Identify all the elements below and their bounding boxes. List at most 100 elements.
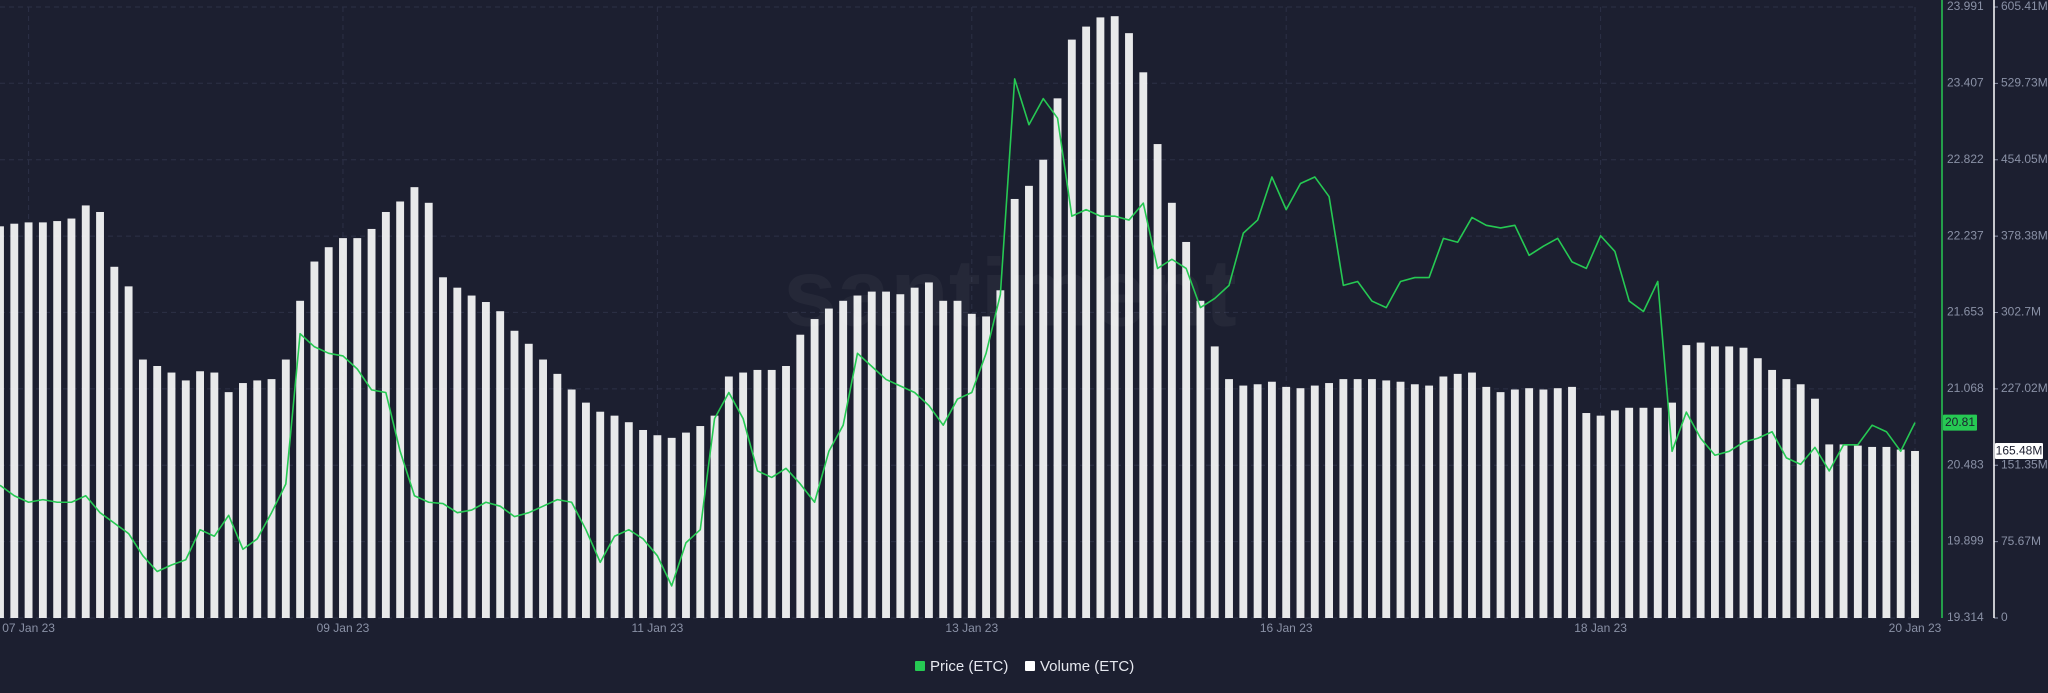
volume-bar (1811, 398, 1819, 618)
volume-bar (1125, 33, 1133, 619)
volume-bar (1039, 159, 1048, 619)
volume-bar (853, 295, 862, 618)
volume-bar (1310, 385, 1319, 618)
volume-bar (1139, 72, 1148, 618)
volume-bar (596, 411, 605, 618)
volume-bar (924, 282, 933, 618)
x-tick-label: 07 Jan 23 (2, 621, 55, 635)
volume-bar (310, 261, 319, 618)
volume-bar (153, 365, 162, 618)
volume-bar (639, 429, 648, 618)
volume-bar (696, 426, 705, 618)
volume-bar (1725, 346, 1734, 618)
legend-label[interactable]: Price (ETC) (930, 658, 1008, 675)
volume-bar (624, 422, 633, 618)
volume-bar (339, 238, 347, 618)
volume-bars (0, 16, 1919, 619)
y-tick-label: 19.314 (1947, 610, 1984, 624)
volume-bar (967, 313, 976, 618)
axes: 19.314 19.899 20.483 21.068 21.653 22.237 22.8… (2, 0, 2048, 635)
volume-bar (1325, 383, 1333, 618)
volume-bar (810, 319, 819, 618)
x-tick-label: 20 Jan 23 (1889, 621, 1942, 635)
volume-bar (1453, 373, 1462, 618)
volume-bar (224, 392, 233, 618)
volume-bar (367, 228, 376, 618)
volume-bar (1239, 385, 1248, 618)
volume-bar (481, 302, 490, 618)
volume-bar (1839, 444, 1848, 618)
x-tick-label: 18 Jan 23 (1574, 621, 1627, 635)
volume-bar (353, 238, 362, 618)
volume-bar (1210, 346, 1219, 618)
volume-bar (1868, 446, 1877, 618)
volume-bar (1825, 444, 1834, 618)
volume-bar (767, 369, 776, 618)
volume-bar (38, 222, 47, 619)
volume-bar (1096, 17, 1105, 618)
volume-bar (10, 223, 19, 618)
volume-bar (1768, 369, 1777, 618)
volume-bar (1911, 450, 1919, 618)
volume-bar (824, 308, 833, 618)
y2-tick-label: 302.7M (2001, 305, 2041, 319)
y2-tick-label: 151.35M (2001, 457, 2048, 471)
volume-bar (724, 376, 733, 618)
volume-bar (1182, 241, 1191, 618)
price-line (0, 78, 1916, 587)
y-tick-label: 21.068 (1947, 381, 1984, 395)
volume-bar (1582, 413, 1591, 618)
y-tick-label: 19.899 (1947, 534, 1984, 548)
volume-bar (996, 290, 1005, 618)
volume-bar (1539, 389, 1548, 618)
volume-bar (1853, 445, 1862, 618)
legend-label[interactable]: Volume (ETC) (1040, 658, 1134, 675)
volume-bar (782, 365, 790, 618)
volume-bar (253, 380, 262, 618)
legend-swatch[interactable] (915, 661, 925, 671)
volume-bar (424, 202, 433, 618)
y-tick-label: 23.407 (1947, 75, 1984, 89)
volume-bar (439, 277, 447, 618)
volume-bar (524, 343, 533, 618)
y2-tick-label: 454.05M (2001, 152, 2048, 166)
volume-bar (953, 300, 962, 618)
volume-bar (181, 380, 190, 618)
volume-bar (53, 221, 62, 619)
volume-bar (396, 201, 405, 618)
volume-bar (1782, 379, 1791, 618)
volume-bar (1682, 345, 1691, 618)
volume-bar (1253, 384, 1262, 618)
volume-bar (1167, 202, 1176, 618)
volume-bar (453, 287, 462, 618)
volume-bar (110, 266, 119, 618)
volume-bar (1510, 389, 1519, 618)
volume-bar (67, 218, 76, 618)
volume-bar (1396, 381, 1405, 618)
y2-tick-label: 378.38M (2001, 228, 2048, 242)
y-tick-label: 22.237 (1947, 228, 1984, 242)
current-value-label: 165.48M (1996, 444, 2043, 458)
y-tick-label: 23.991 (1947, 0, 1984, 13)
volume-bar (1496, 392, 1505, 618)
x-tick-label: 13 Jan 23 (945, 621, 998, 635)
volume-bar (167, 372, 176, 618)
volume-bar (610, 415, 619, 618)
x-tick-label: 16 Jan 23 (1260, 621, 1313, 635)
legend-swatch[interactable] (1025, 661, 1035, 671)
volume-bar (1696, 342, 1705, 618)
volume-bar (410, 187, 419, 618)
volume-bar (324, 247, 333, 618)
volume-bar (1053, 98, 1062, 619)
y-tick-label: 20.483 (1947, 457, 1984, 471)
x-tick-label: 11 Jan 23 (631, 621, 683, 635)
volume-bar (1082, 26, 1091, 618)
volume-bar (1282, 386, 1291, 618)
volume-bar (1568, 386, 1576, 618)
volume-bar (96, 211, 104, 618)
volume-bar (1882, 446, 1891, 618)
volume-bar (982, 316, 991, 618)
x-tick-label: 09 Jan 23 (317, 621, 370, 635)
